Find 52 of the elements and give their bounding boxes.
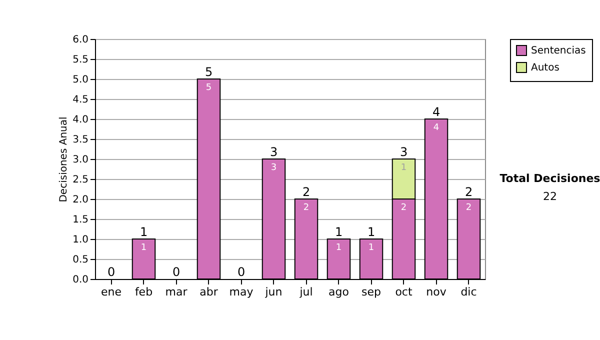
total-label: 1 [140, 225, 148, 239]
total-label: 2 [302, 185, 310, 199]
x-tick-label: jun [264, 286, 282, 298]
y-tick-label: 2.0 [72, 194, 88, 206]
data-label: 3 [270, 163, 277, 173]
data-label: 4 [433, 123, 440, 133]
y-tick-label: 4.5 [72, 94, 88, 106]
total-label: 0 [172, 265, 180, 279]
y-tick-label: 5.0 [72, 74, 88, 86]
x-tick-label: feb [134, 286, 153, 298]
y-tick-label: 3.0 [72, 154, 88, 166]
total-label: 0 [237, 265, 246, 279]
data-label: 2 [303, 203, 310, 213]
text: 22 [542, 190, 558, 203]
x-tick-label: may [229, 286, 254, 298]
total-label: 4 [432, 105, 440, 119]
y-tick-label: 0.5 [72, 254, 88, 266]
data-label: 2 [400, 203, 407, 213]
data-label: 2 [466, 203, 472, 213]
y-tick-label: 4.0 [72, 114, 88, 126]
data-label: 1 [336, 243, 342, 253]
total-label: 1 [367, 225, 376, 239]
text: Total Decisiones [498, 172, 600, 185]
x-tick-label: sep [362, 286, 382, 298]
total-label: 5 [204, 65, 213, 79]
x-tick-label: nov [426, 286, 447, 298]
legend-label: Sentencias [531, 46, 586, 56]
legend-label: Autos [531, 62, 560, 74]
x-tick-label: mar [165, 286, 188, 298]
x-tick-label: ene [100, 286, 122, 298]
data-label: 1 [140, 243, 147, 253]
y-tick-label: 3.5 [72, 134, 88, 146]
y-tick-label: 0.0 [72, 274, 88, 286]
total-label: 0 [107, 265, 116, 279]
total-label: 1 [334, 225, 343, 239]
x-tick-label: jul [298, 286, 313, 298]
y-tick-label: 6.0 [72, 34, 88, 46]
y-tick-label: 2.5 [72, 174, 88, 186]
data-label: 1 [400, 163, 407, 173]
x-tick-label: ago [328, 286, 350, 298]
y-tick-label: 5.5 [72, 54, 88, 66]
y-tick-label: 1.0 [72, 234, 88, 246]
total-label: 2 [464, 185, 473, 199]
total-label: 3 [400, 145, 408, 159]
data-label: 1 [368, 243, 374, 253]
data-label: 5 [206, 83, 212, 93]
y-tick-label: 1.5 [72, 214, 88, 226]
y-axis-title: Decisiones Anual [58, 116, 70, 202]
total-label: 3 [270, 145, 278, 159]
x-tick-label: oct [395, 286, 413, 298]
x-tick-label: dic [460, 286, 477, 298]
x-tick-label: abr [200, 286, 218, 298]
